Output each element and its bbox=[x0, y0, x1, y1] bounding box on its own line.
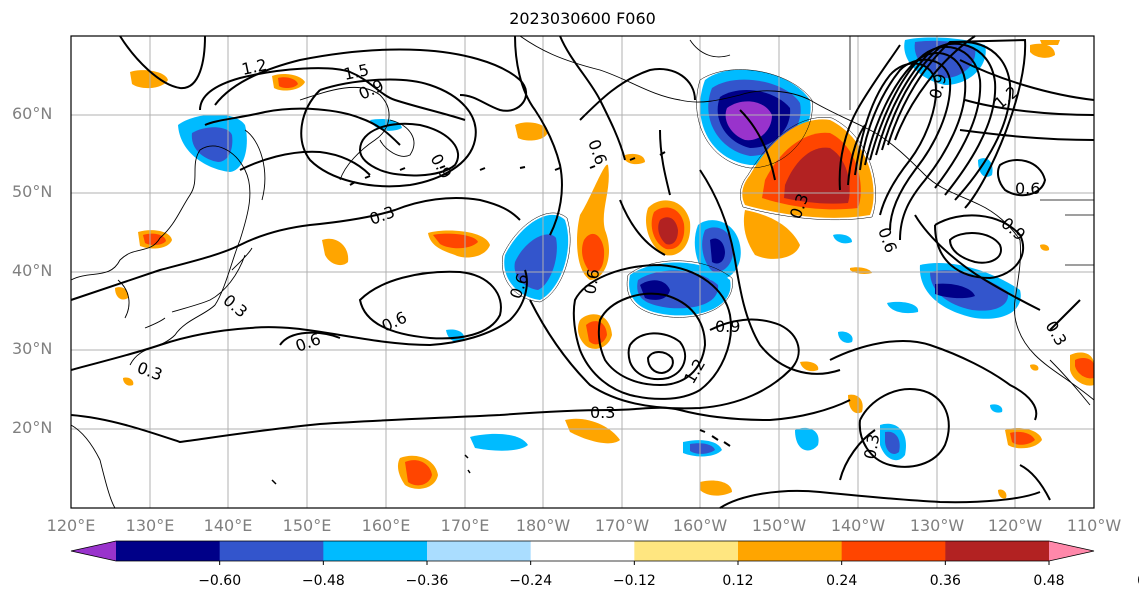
map-title: 2023030600 F060 bbox=[509, 9, 656, 28]
colorbar-segment bbox=[841, 541, 946, 561]
colorbar-tick-label: −0.60 bbox=[198, 573, 242, 589]
contour-lines bbox=[70, 35, 1095, 509]
coastlines bbox=[70, 35, 1095, 509]
lon-label: 140°W bbox=[830, 516, 886, 535]
colorbar-tick-label: −0.24 bbox=[509, 573, 553, 589]
contour-label: 0.3 bbox=[860, 432, 883, 460]
lon-label: 130°W bbox=[909, 516, 965, 535]
lon-label: 120°E bbox=[46, 516, 96, 535]
lon-label: 160°W bbox=[672, 516, 728, 535]
colorbar-segment bbox=[738, 541, 843, 561]
colorbar bbox=[70, 540, 1095, 565]
contour-label: 1.2 bbox=[240, 55, 269, 79]
colorbar-tick-label: −0.12 bbox=[612, 573, 656, 589]
map-frame bbox=[70, 35, 1095, 509]
lat-label-20n: 20°N bbox=[12, 418, 53, 437]
anomaly-outlines bbox=[501, 69, 876, 318]
lon-label: 150°W bbox=[751, 516, 807, 535]
colorbar-tick-label: 0.24 bbox=[826, 573, 858, 589]
colorbar-segment bbox=[530, 541, 635, 561]
lat-label-50n: 50°N bbox=[12, 182, 53, 201]
contour-label: 1.5 bbox=[342, 60, 371, 84]
colorbar-segment bbox=[427, 541, 532, 561]
colorbar-tick-label: −0.36 bbox=[405, 573, 449, 589]
lon-label: 130°E bbox=[125, 516, 175, 535]
colorbar-tick-label: 0.36 bbox=[929, 573, 961, 589]
lon-label: 110°W bbox=[1066, 516, 1122, 535]
colorbar-tick-label: 0.60 bbox=[1137, 573, 1139, 589]
colorbar-tick-label: −0.48 bbox=[301, 573, 345, 589]
contour-labels: 1.2 1.5 0.9 0.9 0.6 0.3 0.3 0.6 0.6 0.3 … bbox=[135, 55, 1071, 461]
graticule-grid bbox=[71, 36, 1094, 508]
lon-label: 170°E bbox=[440, 516, 490, 535]
colorbar-segment bbox=[323, 541, 428, 561]
colorbar-tick-label: 0.12 bbox=[722, 573, 754, 589]
lon-label: 120°W bbox=[987, 516, 1043, 535]
lon-label: 180°W bbox=[515, 516, 571, 535]
lon-label: 170°W bbox=[594, 516, 650, 535]
colorbar-segment bbox=[116, 541, 221, 561]
lat-label-30n: 30°N bbox=[12, 339, 53, 358]
colorbar-segment bbox=[219, 541, 324, 561]
colorbar-segment bbox=[945, 541, 1050, 561]
lat-label-60n: 60°N bbox=[12, 104, 53, 123]
colorbar-segment bbox=[634, 541, 739, 561]
lat-label-40n: 40°N bbox=[12, 261, 53, 280]
contour-label: 0.6 bbox=[1015, 179, 1040, 198]
colorbar-tick-label: 0.48 bbox=[1033, 573, 1065, 589]
lon-label: 150°E bbox=[282, 516, 332, 535]
colorbar-extension-high bbox=[1049, 541, 1094, 561]
contour-label: 0.9 bbox=[715, 317, 740, 336]
contour-label: 0.3 bbox=[590, 403, 615, 422]
colorbar-outline bbox=[70, 540, 1095, 562]
colorbar-extension-low bbox=[71, 541, 116, 561]
contour-label: 0.6 bbox=[580, 267, 603, 295]
lon-label: 140°E bbox=[203, 516, 253, 535]
lon-label: 160°E bbox=[361, 516, 411, 535]
